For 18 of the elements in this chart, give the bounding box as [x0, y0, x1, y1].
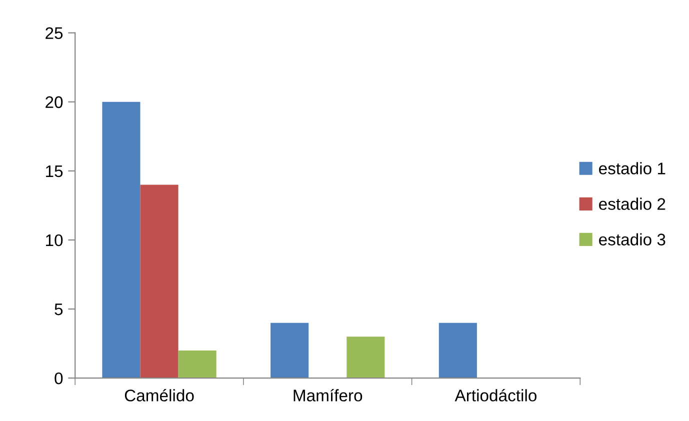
y-tick-label: 10 — [46, 234, 63, 246]
y-tick-label: 15 — [46, 166, 63, 178]
y-tick-label: 0 — [54, 372, 63, 384]
y-tick-label: 20 — [46, 96, 63, 108]
y-tick-label: 5 — [54, 304, 63, 316]
bar — [140, 184, 178, 378]
x-tick-label: Mamífero — [294, 388, 362, 402]
bar — [346, 336, 385, 378]
legend-label: estadio 3 — [599, 233, 666, 246]
bar — [270, 322, 309, 378]
legend-label: estadio 2 — [599, 198, 666, 210]
bar — [438, 322, 477, 378]
bar — [178, 350, 216, 378]
x-tick-label: Artiodáctilo — [454, 388, 536, 402]
bar — [102, 102, 140, 378]
legend-label: estadio 1 — [599, 162, 666, 174]
x-tick-label: Camélido — [124, 388, 194, 402]
y-tick-label: 25 — [46, 27, 63, 40]
